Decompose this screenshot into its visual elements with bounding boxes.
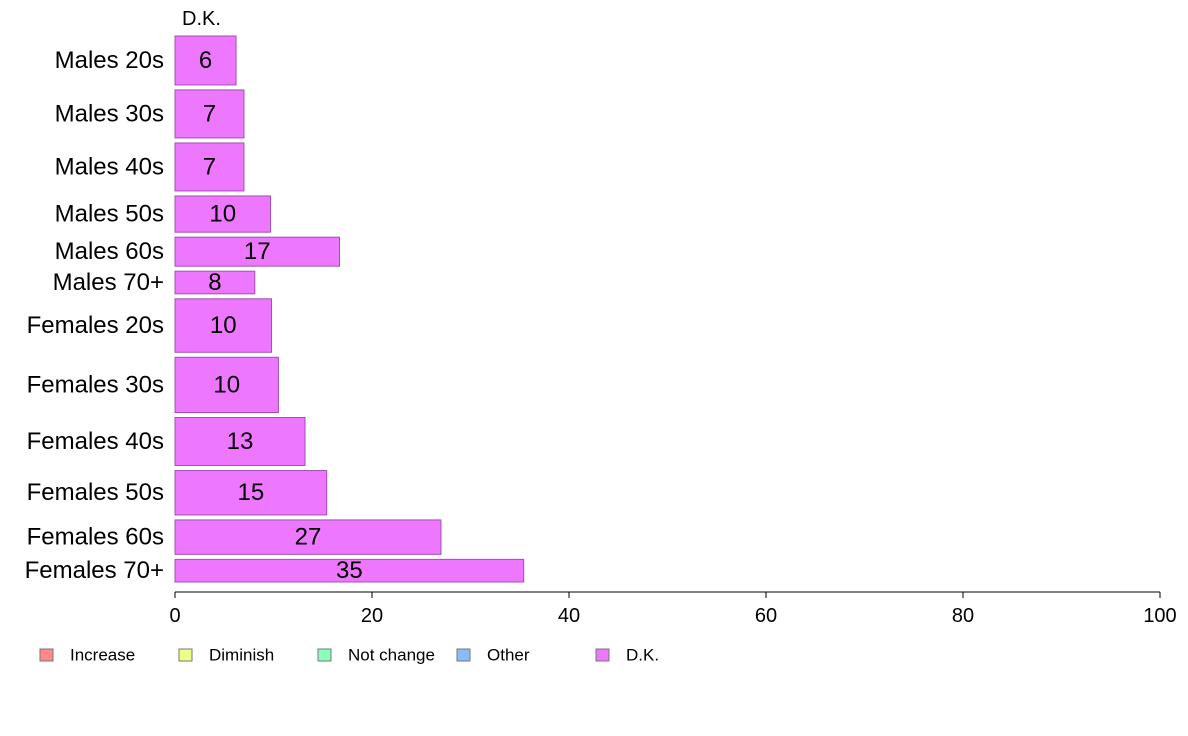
data-label: 15 xyxy=(237,479,264,506)
data-label: 8 xyxy=(208,269,221,296)
category-label: Females 60s xyxy=(27,524,164,551)
category-label: Males 30s xyxy=(55,100,164,127)
bar xyxy=(174,236,340,267)
data-label: 6 xyxy=(199,47,212,74)
series-title: D.K. xyxy=(182,8,221,30)
legend-label: D.K. xyxy=(626,646,659,665)
legend-swatch xyxy=(456,648,471,662)
legend-swatch xyxy=(178,648,193,662)
category-label: Males 40s xyxy=(55,153,164,180)
bar xyxy=(174,470,328,516)
bars-layer: Males 20s 6 Males 30s 7 Males 40s 7 Males 50s 1… xyxy=(25,35,525,584)
category-label: Females 50s xyxy=(27,479,164,506)
legend-label: Other xyxy=(487,646,530,665)
x-axis: 0 20 40 60 80 100 xyxy=(169,591,1177,627)
legend-label: Diminish xyxy=(209,646,274,665)
category-label: Females 30s xyxy=(27,371,164,398)
category-label: Males 60s xyxy=(55,238,164,265)
legend: Increase Diminish Not change Other D.K. xyxy=(39,646,659,665)
x-tick-label: 80 xyxy=(952,605,974,627)
bar xyxy=(174,89,245,139)
legend-swatch xyxy=(39,648,54,662)
bar xyxy=(174,142,245,192)
data-label: 10 xyxy=(210,312,237,339)
data-label: 13 xyxy=(227,428,254,455)
category-label: Females 40s xyxy=(27,428,164,455)
bar xyxy=(174,35,237,86)
legend-label: Increase xyxy=(70,646,135,665)
legend-label: Not change xyxy=(348,646,435,665)
category-label: Males 70+ xyxy=(53,269,164,296)
data-label: 27 xyxy=(295,524,322,551)
category-label: Males 50s xyxy=(55,201,164,228)
data-label: 17 xyxy=(244,238,271,265)
bar xyxy=(174,558,525,583)
category-label: Males 20s xyxy=(55,47,164,74)
x-tick-label: 0 xyxy=(169,605,180,627)
bar xyxy=(174,356,279,414)
data-label: 7 xyxy=(203,153,216,180)
data-label: 10 xyxy=(213,371,240,398)
bar xyxy=(174,417,306,467)
category-label: Females 20s xyxy=(27,312,164,339)
x-tick-label: 20 xyxy=(361,605,383,627)
bar xyxy=(174,270,256,295)
x-tick-label: 60 xyxy=(755,605,777,627)
x-tick-label: 40 xyxy=(558,605,580,627)
data-label: 35 xyxy=(336,557,363,584)
category-label: Females 70+ xyxy=(25,557,164,584)
data-label: 10 xyxy=(209,201,236,228)
bar xyxy=(174,519,442,555)
legend-swatch xyxy=(595,648,610,662)
bar xyxy=(174,298,273,353)
bar xyxy=(174,195,272,233)
legend-swatch xyxy=(317,648,332,662)
x-tick-label: 100 xyxy=(1143,605,1176,627)
data-label: 7 xyxy=(203,100,216,127)
